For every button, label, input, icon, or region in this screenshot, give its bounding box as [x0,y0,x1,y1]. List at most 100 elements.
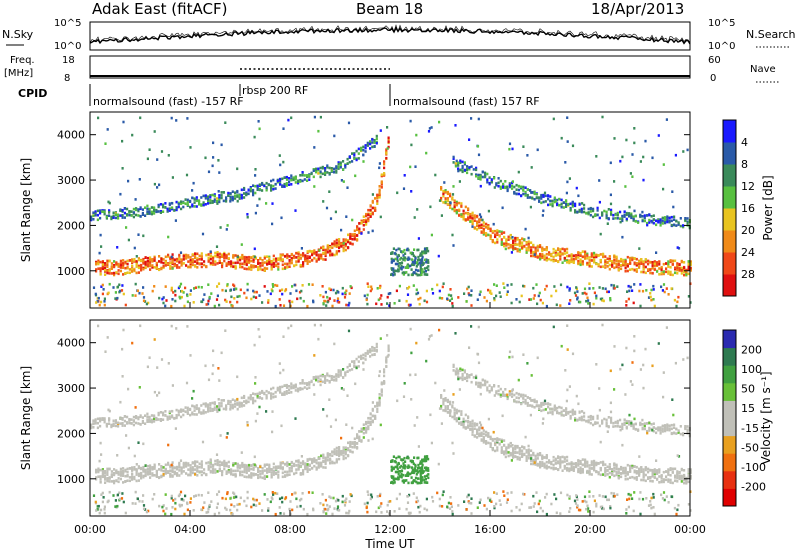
velocity-cell [101,418,104,421]
power-cell [652,214,655,217]
velocity-cell [159,418,162,421]
power-cell [471,217,474,220]
power-cell [385,152,388,155]
velocity-cell [241,461,244,465]
power-cell [495,183,498,187]
power-cell [149,261,152,264]
power-cell [406,293,410,296]
velocity-cell [514,455,517,459]
power-cell [463,161,466,164]
power-cell [196,252,199,256]
power-cell [200,262,203,265]
velocity-cell [171,475,174,478]
power-cell [506,189,509,193]
velocity-cell [638,472,641,475]
power-cell [383,173,386,176]
power-cell [479,175,482,179]
velocity-cell [342,376,345,379]
power-cell [340,179,343,182]
power-cell [245,263,248,267]
velocity-cell [317,466,320,469]
power-cell [652,288,655,291]
power-cell [161,297,164,301]
velocity-cell [577,462,580,466]
power-cell [275,257,278,261]
velocity-cell [95,476,98,479]
velocity-cell [223,462,226,465]
power-cell [214,251,217,255]
velocity-cell [322,454,325,457]
power-cell [683,261,686,264]
velocity-cell [263,477,266,480]
power-cell [328,166,331,170]
power-cell [322,248,325,251]
power-cell [207,202,210,205]
power-cell [658,263,661,266]
power-cell [619,210,622,214]
velocity-cell [369,355,372,358]
velocity-cell [243,394,246,398]
velocity-cell [212,469,215,472]
power-cell [415,265,418,268]
power-cell [566,254,569,258]
velocity-cell [122,481,125,484]
power-cell [580,207,583,211]
power-cell [298,290,302,294]
power-cell [566,285,569,289]
power-cell [536,148,539,152]
power-cell [170,255,173,259]
power-cell [442,194,445,198]
cpid-segment-2: rbsp 200 RF [242,84,308,97]
velocity-cell [342,368,345,371]
power-cell [349,234,352,238]
power-cell [270,288,273,291]
power-cell [403,258,406,262]
power-cell [500,238,503,241]
velocity-cell [584,461,587,464]
velocity-cell [286,474,289,477]
velocity-cell [141,419,144,423]
power-cell [216,255,219,259]
velocity-cell [248,469,251,472]
nsearch-label: N.Search [746,28,796,41]
power-cell [508,184,511,187]
power-ytick-label: 3000 [57,174,85,187]
power-cell [100,245,103,248]
power-cell [651,267,654,270]
power-cell [108,201,111,205]
power-cell [577,254,580,258]
power-cell [218,261,221,264]
power-cell [627,297,630,301]
power-cell [297,181,300,185]
power-cell [483,296,486,299]
power-cell [404,256,407,259]
power-cell [617,268,620,271]
power-cell [329,253,332,257]
power-cell [482,221,485,224]
power-cell [331,242,334,246]
velocity-cell [112,424,115,427]
velocity-cell [326,374,329,377]
power-cell [626,290,629,293]
power-cell [282,160,285,164]
power-cell [404,252,407,255]
power-cell [686,148,689,152]
velocity-cell [92,422,95,426]
chart-title: Adak East (fitACF) [92,0,228,18]
velocity-cell [505,448,508,451]
power-cell [330,170,333,173]
velocity-cell [376,410,379,413]
power-cell [267,301,270,304]
power-colorbar-tick: 12 [741,180,755,193]
power-cell [171,206,174,209]
power-cell [522,284,525,288]
velocity-cell [356,447,359,450]
power-cell [543,248,546,251]
power-cell [288,177,291,180]
velocity-cell [186,409,189,412]
power-cell [579,254,582,257]
power-cell [325,206,329,210]
velocity-cell [366,349,369,353]
velocity-cell [126,470,129,474]
power-cell [496,229,499,232]
